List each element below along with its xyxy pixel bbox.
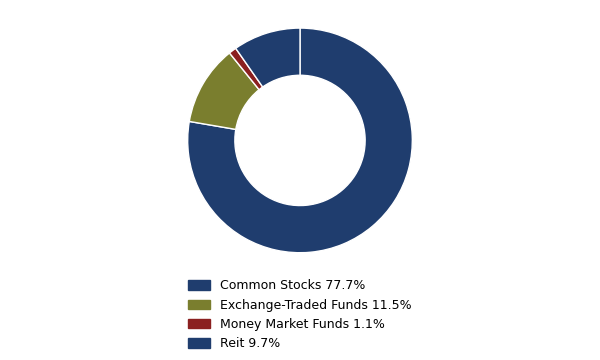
Wedge shape [188,28,412,253]
Wedge shape [189,53,259,129]
Legend: Common Stocks 77.7%, Exchange-Traded Funds 11.5%, Money Market Funds 1.1%, Reit : Common Stocks 77.7%, Exchange-Traded Fun… [188,279,412,350]
Wedge shape [236,28,300,87]
Wedge shape [229,48,263,90]
